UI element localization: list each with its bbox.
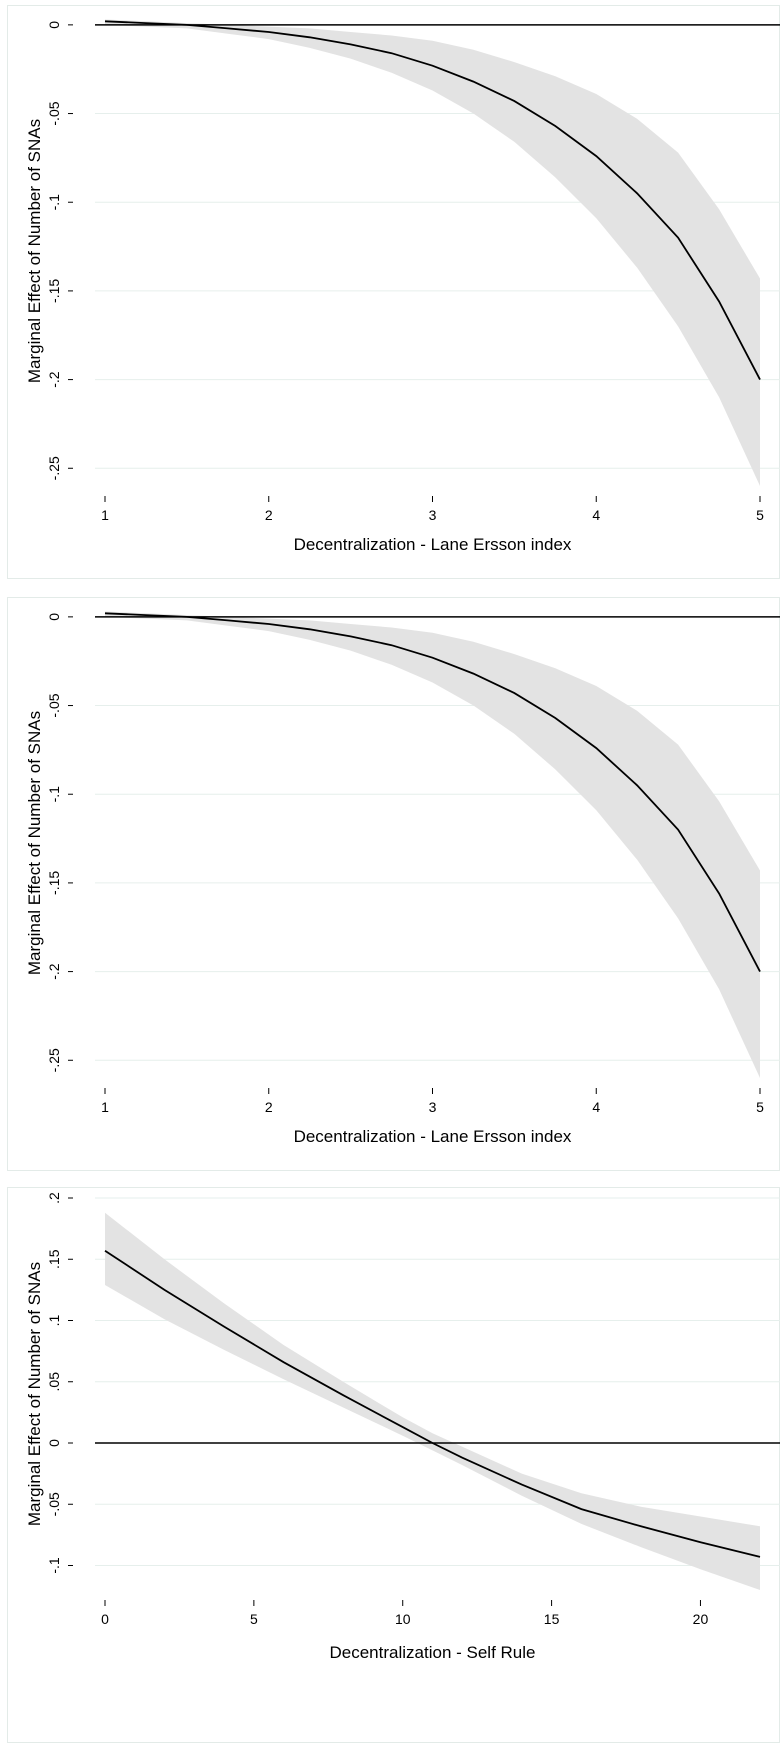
y-tick-label: -.2 <box>46 371 62 388</box>
x-tick-label: 15 <box>544 1611 560 1627</box>
x-tick-label: 10 <box>395 1611 411 1627</box>
chart-2: 0 -.05 -.1 -.15 -.2 -.25 1 2 3 4 5 Decentralization… <box>25 611 780 1146</box>
y-tick-label: 0 <box>46 613 62 621</box>
chart-panel-3: .2 .15 .1 .05 0 -.05 -.1 0 5 10 15 20 Decentralizati… <box>7 1187 780 1743</box>
y-tick-label: -.05 <box>46 101 62 125</box>
estimate-line <box>104 1249 761 1558</box>
y-tick-label: -.1 <box>46 194 62 211</box>
y-tick-label: -.15 <box>46 279 62 303</box>
x-axis-title: Decentralization - Self Rule <box>330 1643 536 1662</box>
y-tick-label: -.05 <box>46 693 62 717</box>
y-tick-label: -.05 <box>46 1492 62 1516</box>
x-tick-label: 4 <box>592 1099 600 1115</box>
x-tick-label: 1 <box>101 507 109 523</box>
x-tick-label: 0 <box>101 1611 109 1627</box>
y-tick-label: .05 <box>46 1372 62 1392</box>
x-axis-title: Decentralization - Lane Ersson index <box>294 1127 572 1146</box>
x-tick-label: 1 <box>101 1099 109 1115</box>
y-tick-label: -.15 <box>46 871 62 895</box>
y-tick-label: .2 <box>46 1192 62 1204</box>
y-tick-label: 0 <box>46 1439 62 1447</box>
y-tick-label: .1 <box>46 1314 62 1326</box>
x-tick-label: 2 <box>265 1099 273 1115</box>
x-tick-label: 2 <box>265 507 273 523</box>
x-axis-title: Decentralization - Lane Ersson index <box>294 535 572 554</box>
x-tick-label: 3 <box>429 507 437 523</box>
confidence-band <box>105 19 760 486</box>
estimate-line <box>104 612 761 973</box>
y-axis-title: Marginal Effect of Number of SNAs <box>25 119 44 383</box>
x-tick-label: 5 <box>756 1099 764 1115</box>
x-tick-label: 3 <box>429 1099 437 1115</box>
y-tick-label: -.2 <box>46 963 62 980</box>
y-axis-title: Marginal Effect of Number of SNAs <box>25 1262 44 1526</box>
chart-3: .2 .15 .1 .05 0 -.05 -.1 0 5 10 15 20 Decentralizati… <box>25 1192 780 1662</box>
chart-1: 0 -.05 -.1 -.15 -.2 -.25 1 2 3 4 5 Decentralization… <box>25 19 780 554</box>
confidence-band <box>105 611 760 1078</box>
x-tick-label: 20 <box>693 1611 709 1627</box>
chart-panel-2: 0 -.05 -.1 -.15 -.2 -.25 1 2 3 4 5 Decentralization… <box>7 597 780 1171</box>
confidence-band <box>105 1212 760 1590</box>
estimate-line <box>104 20 761 381</box>
y-tick-label: -.1 <box>46 786 62 803</box>
y-tick-label: .15 <box>46 1249 62 1269</box>
y-axis-title: Marginal Effect of Number of SNAs <box>25 711 44 975</box>
y-tick-label: -.25 <box>46 1048 62 1072</box>
y-tick-label: -.1 <box>46 1557 62 1574</box>
x-tick-label: 4 <box>592 507 600 523</box>
chart-panel-1: 0 -.05 -.1 -.15 -.2 -.25 1 2 3 4 5 Decentralization… <box>7 5 780 579</box>
y-tick-label: 0 <box>46 21 62 29</box>
x-tick-label: 5 <box>250 1611 258 1627</box>
y-tick-label: -.25 <box>46 456 62 480</box>
x-tick-label: 5 <box>756 507 764 523</box>
